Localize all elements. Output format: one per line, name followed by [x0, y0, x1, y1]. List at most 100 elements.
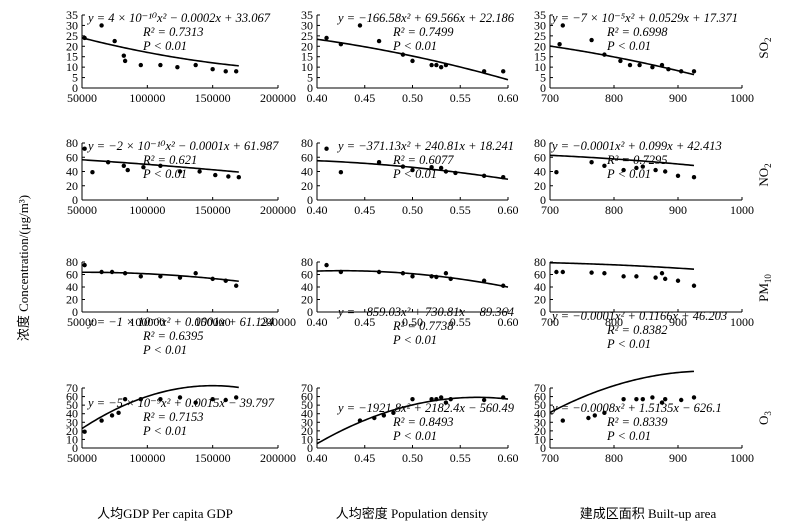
equation-line: P < 0.01	[142, 167, 187, 181]
data-point	[554, 170, 559, 175]
data-point	[653, 167, 658, 173]
data-point	[560, 269, 565, 275]
x-tick-label: 1000	[730, 203, 754, 217]
y-tick-label: 30	[66, 18, 78, 32]
equation-line: R² = 0.7499	[392, 25, 454, 39]
data-point	[109, 269, 115, 275]
row-label-subscript: 2	[763, 37, 773, 42]
y-tick-label: 0	[540, 193, 546, 207]
x-tick-label: 0.50	[402, 451, 423, 465]
data-point	[429, 62, 434, 68]
data-point	[481, 397, 487, 403]
data-point	[650, 395, 655, 400]
data-point	[443, 169, 449, 174]
data-point	[324, 262, 329, 268]
x-tick-label: 200000	[260, 203, 296, 217]
y-tick-label: 40	[301, 407, 313, 421]
y-tick-label: 60	[301, 268, 313, 282]
equation-line: R² = 0.8382	[606, 323, 667, 337]
x-tick-label: 800	[605, 315, 623, 329]
data-point	[481, 173, 487, 178]
equation-line: P < 0.01	[142, 343, 187, 357]
data-point	[400, 164, 406, 169]
equation-line: P < 0.01	[606, 337, 651, 351]
y-tick-label: 5	[540, 71, 546, 85]
x-tick-label: 50000	[67, 91, 97, 105]
y-tick-label: 10	[534, 432, 546, 446]
data-point	[691, 175, 697, 180]
fit-curve	[549, 261, 695, 270]
y-tick-label: 15	[301, 50, 313, 64]
fit-curve	[316, 159, 509, 181]
x-tick-label: 150000	[195, 451, 231, 465]
x-tick-label: 50000	[67, 315, 97, 329]
x-tick-label: 0.60	[498, 203, 519, 217]
data-point	[138, 62, 143, 68]
data-point	[659, 271, 665, 276]
data-point	[210, 276, 215, 282]
x-tick-label: 150000	[195, 91, 231, 105]
data-point	[659, 62, 665, 68]
y-axis-title: 浓度 Concentration/(μg/m³)	[16, 195, 31, 341]
data-point	[223, 397, 228, 403]
data-point	[679, 397, 684, 403]
x-tick-label: 0.45	[354, 315, 375, 329]
data-point	[338, 269, 344, 275]
data-point	[618, 58, 623, 64]
data-point	[675, 278, 681, 283]
row-label-base: O	[756, 416, 771, 425]
row-label: PM10	[756, 274, 773, 302]
y-tick-label: 80	[66, 136, 78, 150]
x-tick-label: 100000	[129, 91, 165, 105]
data-point	[602, 163, 607, 168]
data-point	[691, 69, 697, 74]
x-tick-label: 700	[541, 315, 559, 329]
data-point	[410, 274, 415, 279]
data-point	[158, 163, 163, 168]
data-point	[391, 410, 396, 416]
data-point	[82, 429, 87, 434]
data-point	[653, 275, 658, 280]
data-point	[223, 69, 228, 74]
data-point	[602, 410, 607, 416]
y-tick-label: 50	[301, 398, 313, 412]
data-point	[376, 269, 382, 275]
equation-line: P < 0.01	[392, 39, 437, 53]
data-point	[438, 165, 444, 171]
y-tick-label: 30	[66, 415, 78, 429]
data-point	[438, 395, 444, 400]
y-tick-label: 40	[534, 165, 546, 179]
equation-line: R² = 0.8493	[392, 415, 453, 429]
equation-line: P < 0.01	[606, 167, 651, 181]
data-point	[112, 38, 117, 44]
data-point	[589, 160, 594, 165]
data-point	[213, 172, 218, 178]
x-tick-label: 0.55	[450, 451, 471, 465]
data-point	[410, 167, 415, 173]
row-label-base: PM	[756, 283, 771, 302]
y-tick-label: 30	[301, 18, 313, 32]
y-tick-label: 70	[66, 381, 78, 395]
fit-curve	[316, 38, 509, 81]
data-point	[627, 62, 633, 68]
data-point	[210, 67, 215, 72]
equation-line: y = −0.0001x² + 0.099x + 42.413	[550, 139, 722, 153]
data-point	[650, 64, 655, 70]
data-point	[400, 271, 406, 276]
data-point	[90, 170, 95, 175]
row-label-base: NO	[756, 168, 771, 187]
data-point	[177, 395, 183, 400]
equation-line: y = −0.0008x² + 1.5135x − 626.1	[550, 401, 722, 415]
data-point	[560, 418, 565, 423]
y-tick-label: 25	[301, 29, 313, 43]
equation-line: P < 0.01	[606, 39, 651, 53]
data-point	[410, 396, 415, 402]
fit-curve	[81, 37, 239, 67]
y-tick-label: 35	[66, 8, 78, 22]
data-point	[621, 274, 626, 279]
